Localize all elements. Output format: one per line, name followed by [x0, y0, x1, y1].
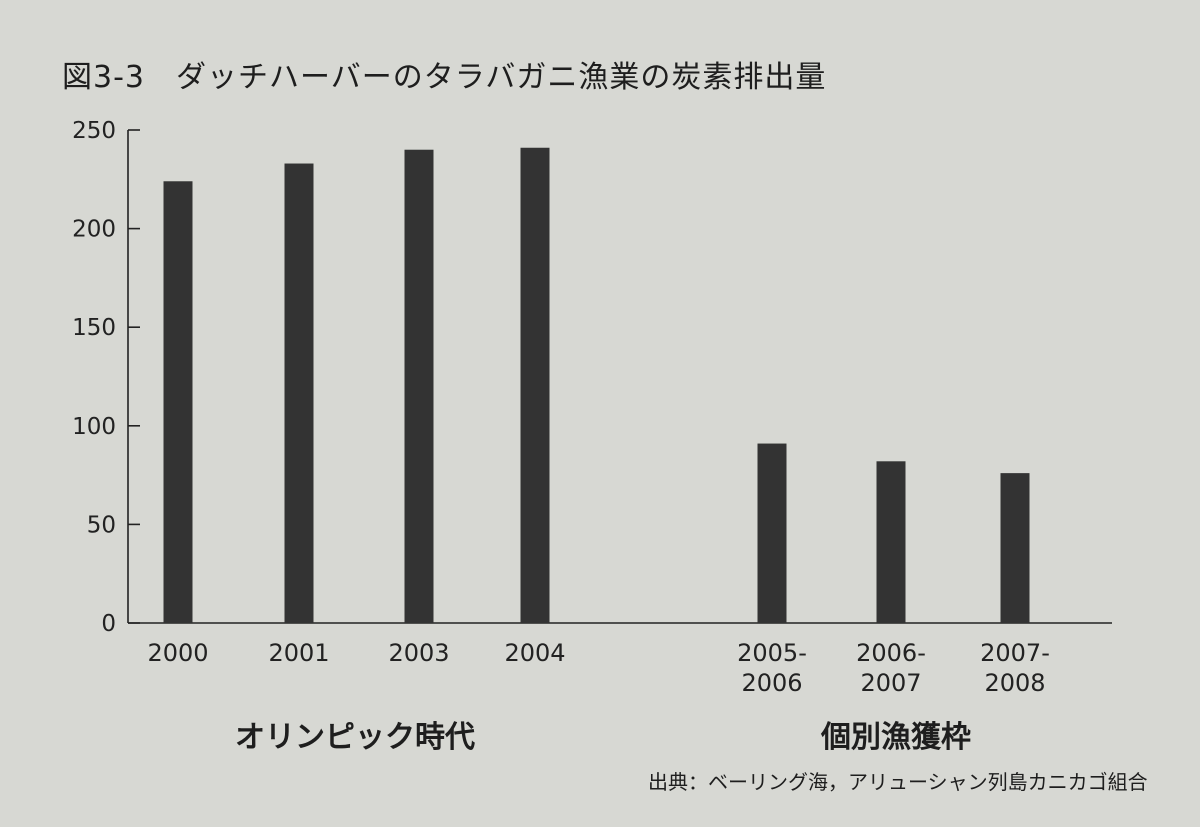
x-tick-labels: 2000 2001 2003 2004 2005-2006 2006-2007 2007-2…: [147, 639, 1049, 697]
bar: [757, 443, 787, 623]
bar: [404, 149, 434, 623]
y-tick-label: 150: [72, 315, 116, 341]
y-tick-label: 50: [87, 512, 116, 538]
group-label-olympic: オリンピック時代: [235, 720, 475, 755]
x-tick-label: 2003: [388, 639, 449, 667]
x-tick-label: 2000: [147, 639, 208, 667]
y-tick-label: 0: [101, 611, 116, 637]
source-note: 出典：ベーリング海，アリューシャン列島カニカゴ組合: [648, 770, 1148, 794]
bar: [520, 147, 550, 624]
bar: [876, 461, 906, 623]
bar: [284, 163, 314, 624]
bar: [163, 181, 193, 623]
x-tick-label: 2006-2007: [856, 639, 926, 697]
y-tick-label: 100: [72, 414, 116, 440]
y-tick-label: 200: [72, 217, 116, 243]
group-label-ifq: 個別漁獲枠: [821, 720, 971, 755]
bar: [1000, 473, 1030, 623]
x-tick-label: 2007-2008: [980, 639, 1050, 697]
bars: [163, 147, 1030, 624]
y-axis: 0 50 100 150 200 250: [72, 118, 140, 637]
x-tick-label: 2001: [268, 639, 329, 667]
x-tick-label: 2004: [504, 639, 565, 667]
y-tick-label: 250: [72, 118, 116, 144]
x-tick-label: 2005-2006: [737, 639, 807, 697]
chart-title: 図3-3 ダッチハーバーのタラバガニ漁業の炭素排出量: [62, 60, 827, 95]
